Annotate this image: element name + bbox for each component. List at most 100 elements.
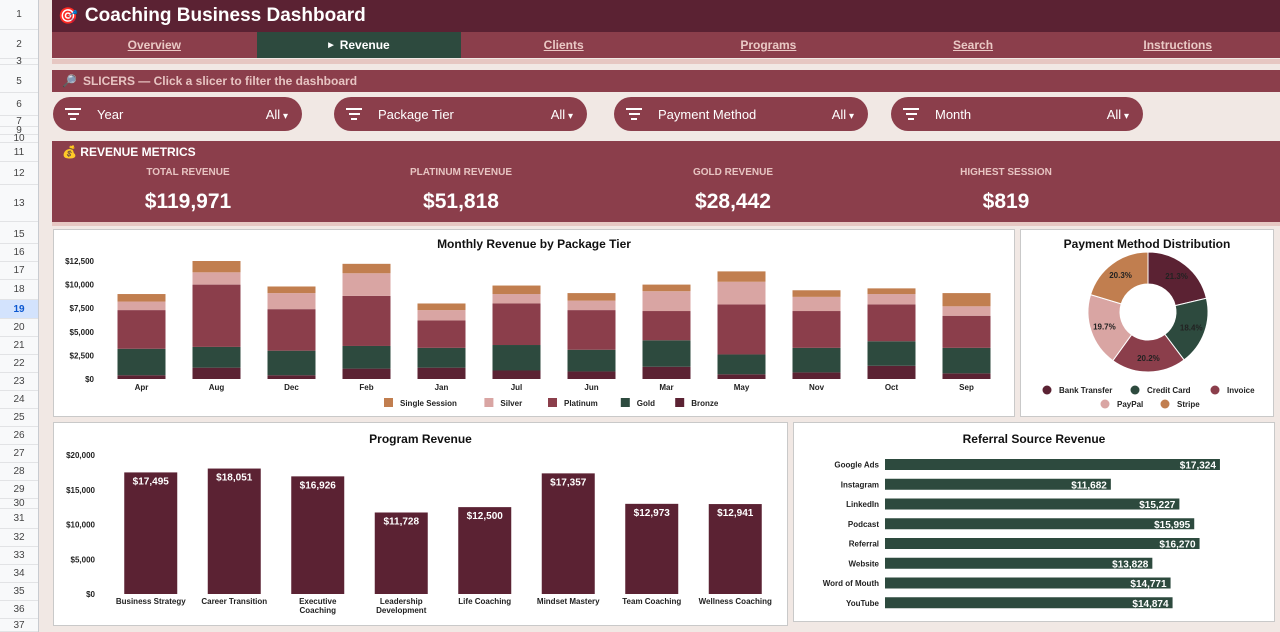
row-number[interactable]: 1 <box>0 0 38 30</box>
row-number[interactable]: 2 <box>0 30 38 59</box>
tab-search[interactable]: Search <box>871 32 1076 58</box>
y-tick-label: LinkedIn <box>846 500 879 509</box>
row-number[interactable]: 16 <box>0 244 38 262</box>
row-number[interactable]: 10 <box>0 134 38 144</box>
tab-label: Overview <box>127 38 182 52</box>
bar-segment <box>567 300 616 311</box>
row-number[interactable]: 21 <box>0 337 38 355</box>
row-number[interactable]: 19 <box>0 300 38 319</box>
legend-label: Single Session <box>400 399 457 408</box>
y-tick-label: $10,000 <box>65 281 94 290</box>
y-tick-label: Google Ads <box>834 461 879 470</box>
row-number[interactable]: 23 <box>0 373 38 391</box>
program-bar <box>291 476 345 594</box>
row-number[interactable]: 6 <box>0 93 38 116</box>
revenue-metrics-panel: 💰 REVENUE METRICS TOTAL REVENUE $119,971… <box>52 141 1280 223</box>
row-header-column: 1 2 3 5 6 7 9 10 11 12 13 15 16 17 18 19 20 21 22 23 24 25 26 2… <box>0 0 39 632</box>
legend-swatch <box>384 398 393 407</box>
row-number[interactable]: 37 <box>0 619 38 632</box>
row-number[interactable]: 28 <box>0 463 38 481</box>
tab-clients[interactable]: Clients <box>461 32 666 58</box>
row-number[interactable]: 11 <box>0 143 38 162</box>
metric-label: HIGHEST SESSION <box>960 167 1052 178</box>
row-number[interactable]: 15 <box>0 226 38 244</box>
y-tick-label: $10,000 <box>66 521 95 530</box>
bar-segment <box>267 309 316 351</box>
row-number[interactable]: 35 <box>0 583 38 601</box>
bar-segment <box>117 301 166 311</box>
row-number[interactable]: 26 <box>0 427 38 445</box>
bar-segment <box>417 310 466 321</box>
referral-revenue-chart: Google Ads $17,324 Instagram $11,682 LinkedI… <box>823 459 1220 610</box>
row-number[interactable]: 24 <box>0 391 38 409</box>
row-number[interactable]: 27 <box>0 445 38 463</box>
row-number[interactable]: 22 <box>0 355 38 373</box>
bar-segment <box>942 306 991 316</box>
row-number[interactable]: 12 <box>0 162 38 185</box>
data-label: $15,995 <box>1154 520 1191 531</box>
data-label: $18,051 <box>216 473 253 484</box>
row-number[interactable]: 36 <box>0 601 38 619</box>
tab-label: Clients <box>543 38 584 52</box>
slicer-year[interactable]: Year All <box>53 97 302 131</box>
x-tick-label: Jan <box>435 383 449 392</box>
row-number[interactable]: 31 <box>0 509 38 529</box>
title-bar: 🎯 Coaching Business Dashboard <box>52 0 1280 32</box>
monthly-revenue-panel: Monthly Revenue by Package Tier $0 $2,500… <box>53 229 1015 417</box>
row-number[interactable]: 29 <box>0 481 38 499</box>
bar-segment <box>867 365 916 379</box>
row-number[interactable]: 5 <box>0 70 38 93</box>
legend-label: Bank Transfer <box>1059 386 1112 395</box>
x-tick-label: May <box>734 383 750 392</box>
tab-programs[interactable]: Programs <box>666 32 871 58</box>
nav-bar: Overview ▶ Revenue Clients Programs Searc… <box>52 32 1280 58</box>
tab-label: Search <box>953 38 994 52</box>
y-tick-label: Referral <box>849 540 879 549</box>
slicer-month[interactable]: Month All <box>891 97 1143 131</box>
bar-segment <box>717 304 766 355</box>
legend-label: Credit Card <box>1147 386 1191 395</box>
bar-segment <box>117 348 166 376</box>
bar-segment <box>567 371 616 379</box>
x-tick-label: Jun <box>584 383 598 392</box>
metrics-header: 💰 REVENUE METRICS <box>62 145 196 159</box>
row-number[interactable]: 13 <box>0 185 38 222</box>
row-number[interactable]: 20 <box>0 319 38 337</box>
row-number[interactable]: 30 <box>0 499 38 509</box>
chart-title: Program Revenue <box>369 432 472 446</box>
row-number[interactable]: 7 <box>0 116 38 127</box>
metric-value: $51,818 <box>423 190 499 213</box>
y-tick-label: $0 <box>86 590 95 599</box>
row-number[interactable]: 3 <box>0 57 38 67</box>
tab-overview[interactable]: Overview <box>52 32 257 58</box>
row-number[interactable]: 25 <box>0 409 38 427</box>
slicer-payment-method[interactable]: Payment Method All <box>614 97 868 131</box>
filter-icon <box>903 105 919 123</box>
bar-segment <box>267 350 316 376</box>
row-number[interactable]: 33 <box>0 547 38 565</box>
row-number[interactable]: 17 <box>0 262 38 280</box>
data-label: $12,941 <box>717 508 754 519</box>
legend-label: Invoice <box>1227 386 1255 395</box>
row-number[interactable]: 18 <box>0 280 38 300</box>
y-tick-label: Website <box>848 559 879 568</box>
tab-instructions[interactable]: Instructions <box>1075 32 1280 58</box>
x-tick-label: Mar <box>659 383 673 392</box>
metric-label: GOLD REVENUE <box>692 167 773 178</box>
x-tick-label: Jul <box>511 383 523 392</box>
y-tick-label: $2,500 <box>70 351 95 360</box>
row-number[interactable]: 32 <box>0 529 38 547</box>
bar-segment <box>117 294 166 302</box>
caret-right-icon: ▶ <box>328 42 334 49</box>
metric-gold-revenue: GOLD REVENUE $28,442 <box>643 167 823 214</box>
y-tick-label: $15,000 <box>66 486 95 495</box>
data-label: $14,771 <box>1130 579 1167 590</box>
tab-revenue[interactable]: ▶ Revenue <box>256 32 462 58</box>
legend-label: Platinum <box>564 399 598 408</box>
bar-segment <box>342 345 391 369</box>
row-number[interactable]: 34 <box>0 565 38 583</box>
slicer-package-tier[interactable]: Package Tier All <box>334 97 587 131</box>
bar-segment <box>642 284 691 292</box>
row-number[interactable]: 9 <box>0 126 38 136</box>
data-label: $17,324 <box>1180 461 1217 472</box>
